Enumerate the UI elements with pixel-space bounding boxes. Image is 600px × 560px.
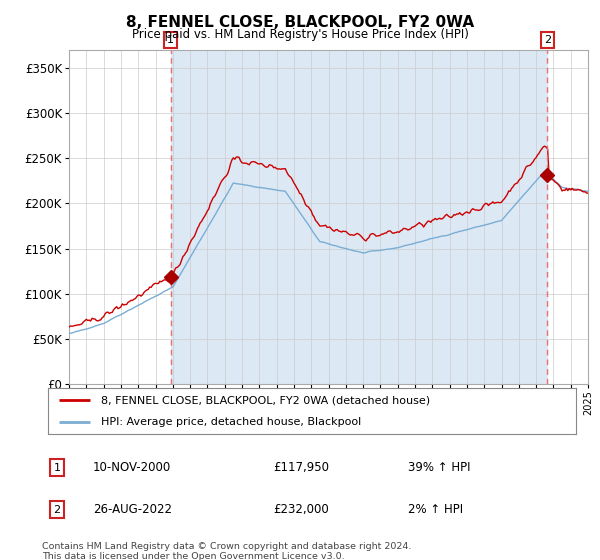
Text: 2: 2 [53, 505, 61, 515]
Text: 8, FENNEL CLOSE, BLACKPOOL, FY2 0WA: 8, FENNEL CLOSE, BLACKPOOL, FY2 0WA [126, 15, 474, 30]
Text: 39% ↑ HPI: 39% ↑ HPI [408, 461, 470, 474]
Text: 2: 2 [544, 35, 551, 45]
Text: 8, FENNEL CLOSE, BLACKPOOL, FY2 0WA (detached house): 8, FENNEL CLOSE, BLACKPOOL, FY2 0WA (det… [101, 395, 430, 405]
Text: 26-AUG-2022: 26-AUG-2022 [93, 503, 172, 516]
Text: 2% ↑ HPI: 2% ↑ HPI [408, 503, 463, 516]
Text: Price paid vs. HM Land Registry's House Price Index (HPI): Price paid vs. HM Land Registry's House … [131, 28, 469, 41]
Text: HPI: Average price, detached house, Blackpool: HPI: Average price, detached house, Blac… [101, 417, 361, 427]
Text: £232,000: £232,000 [273, 503, 329, 516]
Text: £117,950: £117,950 [273, 461, 329, 474]
Text: 1: 1 [167, 35, 174, 45]
Bar [170, 50, 547, 384]
Text: 10-NOV-2000: 10-NOV-2000 [93, 461, 171, 474]
Text: 1: 1 [53, 463, 61, 473]
Text: Contains HM Land Registry data © Crown copyright and database right 2024.
This d: Contains HM Land Registry data © Crown c… [42, 542, 412, 560]
